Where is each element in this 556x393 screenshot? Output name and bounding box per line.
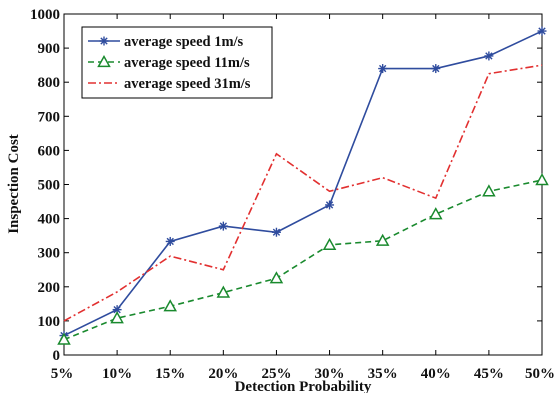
y-tick-label: 400 bbox=[38, 212, 61, 228]
x-tick-label: 50% bbox=[525, 366, 555, 382]
series-1-point bbox=[325, 200, 335, 210]
series-line-2 bbox=[63, 179, 543, 341]
series-2-point bbox=[57, 332, 71, 345]
y-tick-label: 1000 bbox=[30, 7, 60, 23]
y-tick-label: 700 bbox=[38, 109, 61, 125]
x-tick-label: 20% bbox=[208, 366, 238, 382]
x-tick-label: 15% bbox=[155, 366, 185, 382]
series-2-point bbox=[322, 237, 337, 251]
legend-label-2: average speed 11m/s bbox=[124, 55, 250, 71]
y-tick-label: 900 bbox=[38, 41, 61, 57]
legend-label-1: average speed 1m/s bbox=[124, 34, 244, 50]
x-tick-label: 10% bbox=[102, 366, 132, 382]
x-axis-title: Detection Probability bbox=[235, 379, 372, 393]
legend: average speed 1m/s average speed 11m/s ave… bbox=[81, 26, 273, 99]
x-tick-label: 30% bbox=[315, 366, 345, 382]
y-tick-label: 200 bbox=[38, 280, 61, 296]
series-2-point bbox=[429, 207, 443, 220]
series-layer bbox=[57, 26, 549, 345]
y-tick-label: 800 bbox=[38, 75, 61, 91]
series-line-3 bbox=[63, 64, 543, 322]
y-tick-label: 100 bbox=[38, 314, 61, 330]
x-tick-label: 5% bbox=[51, 366, 74, 382]
series-1-point bbox=[378, 64, 388, 74]
series-1-point bbox=[431, 64, 441, 74]
series-2-point bbox=[216, 285, 231, 298]
x-tick-label: 25% bbox=[261, 366, 291, 382]
series-1-point bbox=[271, 227, 281, 237]
y-tick-label: 0 bbox=[53, 348, 61, 364]
x-tick-label: 35% bbox=[368, 366, 398, 382]
series-line-1 bbox=[63, 30, 543, 337]
series-1-point bbox=[165, 236, 175, 246]
y-axis-title: Inspection Cost bbox=[6, 134, 22, 234]
x-axis-ticks: 5% 10% 15% 20% 25% 30% 35% 40% 45% 50% bbox=[51, 14, 555, 382]
series-1-point bbox=[537, 26, 547, 36]
y-tick-label: 300 bbox=[38, 246, 61, 262]
x-tick-label: 40% bbox=[421, 366, 451, 382]
legend-marker-1 bbox=[99, 36, 109, 46]
y-tick-label: 500 bbox=[38, 178, 61, 194]
series-2-point bbox=[269, 271, 284, 284]
series-2-point bbox=[110, 311, 124, 324]
x-tick-label: 45% bbox=[474, 366, 504, 382]
legend-marker-2 bbox=[97, 54, 111, 68]
series-2-point bbox=[375, 233, 390, 246]
series-1-point bbox=[218, 221, 228, 231]
series-2-point bbox=[163, 299, 177, 312]
series-1-point bbox=[484, 51, 494, 61]
legend-label-3: average speed 31m/s bbox=[124, 76, 251, 92]
series-2-point bbox=[535, 173, 549, 186]
y-tick-label: 600 bbox=[38, 143, 61, 159]
series-2-point bbox=[482, 184, 496, 197]
